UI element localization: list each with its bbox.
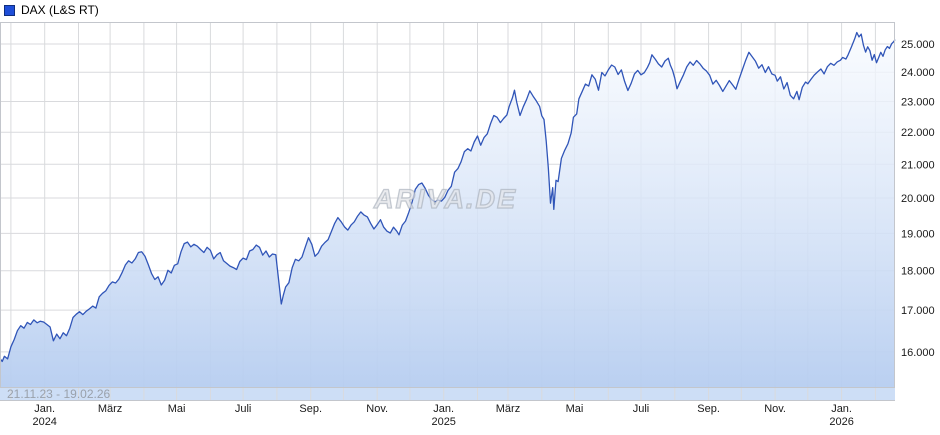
x-axis-label: Jan.	[433, 403, 454, 415]
x-axis-label: Juli	[235, 403, 252, 415]
plot-border	[0, 22, 895, 388]
y-axis-label: 23.000	[901, 97, 935, 109]
x-axis-label: Jan.	[34, 403, 55, 415]
x-axis-label: Juli	[633, 403, 650, 415]
x-axis-label: Nov.	[366, 403, 388, 415]
x-axis-label: März	[496, 403, 520, 415]
date-range-label: 21.11.23 - 19.02.26	[7, 387, 111, 401]
x-axis-label: März	[98, 403, 122, 415]
x-axis-band	[0, 388, 895, 400]
y-axis-label: 20.000	[901, 193, 935, 205]
y-axis-label: 25.000	[901, 39, 935, 51]
y-axis-label: 24.000	[901, 67, 935, 79]
x-axis-year-label: 2025	[431, 416, 455, 428]
chart-title: DAX (L&S RT)	[21, 3, 99, 17]
y-axis-label: 16.000	[901, 347, 935, 359]
x-axis-year-label: 2026	[829, 416, 853, 428]
x-axis-year-label: 2024	[32, 416, 56, 428]
x-axis-label: Nov.	[764, 403, 786, 415]
x-axis-label: Mai	[566, 403, 584, 415]
price-line	[0, 31, 896, 363]
area-fill	[0, 32, 895, 388]
y-axis-label: 18.000	[901, 266, 935, 278]
x-axis-label: Mai	[168, 403, 186, 415]
chart-legend: DAX (L&S RT)	[4, 3, 99, 17]
y-axis-label: 21.000	[901, 159, 935, 171]
x-axis-label: Sep.	[299, 403, 322, 415]
series-color-swatch	[4, 4, 15, 16]
x-axis-label: Sep.	[697, 403, 720, 415]
y-axis-label: 17.000	[901, 305, 935, 317]
y-axis-label: 22.000	[901, 127, 935, 139]
y-axis-label: 19.000	[901, 228, 935, 240]
x-axis-label: Jan.	[831, 403, 852, 415]
